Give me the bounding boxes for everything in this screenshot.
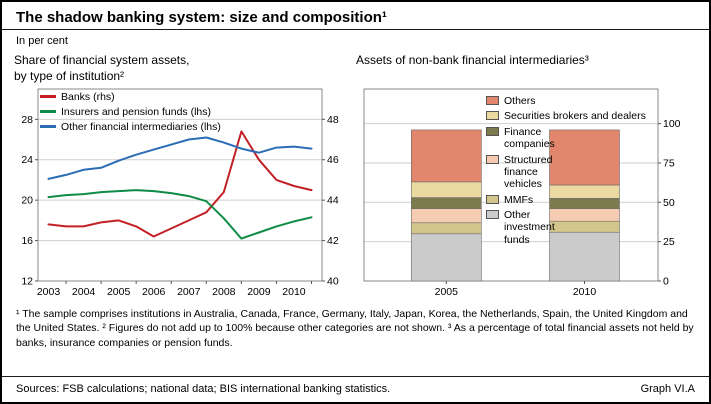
legend-label: Banks (rhs)	[61, 90, 115, 103]
header-rule	[2, 29, 709, 30]
legend-item: Other financial intermediaries (lhs)	[40, 119, 221, 134]
legend-item: Others	[486, 95, 646, 107]
footer-block: Sources: FSB calculations; national data…	[2, 376, 709, 402]
legend-item: Structured finance vehicles	[486, 154, 646, 191]
legend-swatch	[486, 126, 499, 136]
svg-text:50: 50	[663, 197, 675, 209]
svg-text:2004: 2004	[72, 286, 96, 298]
line-chart-svg: 12 16 20 24 28 40 42 44 46 48 2003 2004 2005 2006 2007…	[21, 88, 339, 298]
header: The shadow banking system: size and comp…	[2, 2, 709, 29]
svg-text:48: 48	[327, 114, 339, 126]
legend-item: Insurers and pension funds (lhs)	[40, 104, 221, 119]
legend-item: Finance companies	[486, 126, 646, 151]
svg-text:24: 24	[21, 154, 33, 166]
svg-text:28: 28	[21, 114, 33, 126]
legend-item: Securities brokers and dealers	[486, 110, 646, 122]
legend-label: Securities brokers and dealers	[504, 110, 646, 123]
svg-text:16: 16	[21, 235, 33, 247]
svg-text:40: 40	[327, 276, 339, 288]
left-panel-title: Share of financial system assets, by typ…	[14, 53, 190, 83]
footnotes: ¹ The sample comprises institutions in A…	[16, 308, 694, 349]
right-panel-title: Assets of non-bank financial intermediar…	[356, 53, 589, 67]
legend-label: MMFs	[504, 193, 534, 206]
legend-item: Other investment funds	[486, 209, 646, 246]
legend-label: Structured finance vehicles	[504, 153, 553, 191]
svg-text:2008: 2008	[212, 286, 236, 298]
svg-text:2007: 2007	[177, 286, 201, 298]
legend-label: Other investment funds	[504, 209, 555, 246]
svg-text:2009: 2009	[247, 286, 271, 298]
footer: Sources: FSB calculations; national data…	[2, 377, 709, 402]
legend-label: Finance companies	[504, 125, 555, 151]
svg-text:2010: 2010	[573, 286, 597, 298]
charts-row: Share of financial system assets, by typ…	[2, 49, 709, 299]
svg-text:42: 42	[327, 235, 339, 247]
svg-text:2003: 2003	[37, 286, 61, 298]
svg-text:2005: 2005	[107, 286, 131, 298]
legend-swatch	[486, 96, 499, 105]
legend-swatch	[486, 111, 499, 121]
svg-text:0: 0	[663, 276, 669, 288]
legend-label: Insurers and pension funds (lhs)	[61, 105, 211, 118]
svg-text:2005: 2005	[435, 286, 459, 298]
legend-label: Others	[504, 95, 536, 107]
svg-text:20: 20	[21, 195, 33, 207]
legend-label: Other financial intermediaries (lhs)	[61, 120, 221, 133]
legend-item: Banks (rhs)	[40, 89, 221, 104]
legend-item: MMFs	[486, 194, 646, 206]
bar-chart-svg: 2005 2010 0 25 50 75 100	[363, 88, 681, 298]
svg-text:75: 75	[663, 157, 675, 169]
legend-swatch	[40, 110, 56, 113]
svg-text:12: 12	[21, 276, 33, 288]
right-panel: Assets of non-bank financial intermediar…	[356, 53, 692, 299]
svg-text:2010: 2010	[282, 286, 306, 298]
left-panel: Share of financial system assets, by typ…	[14, 53, 350, 299]
svg-text:44: 44	[327, 195, 339, 207]
page-title: The shadow banking system: size and comp…	[16, 9, 387, 26]
legend-swatch	[40, 125, 56, 128]
legend-swatch	[486, 210, 499, 219]
svg-text:25: 25	[663, 236, 675, 248]
svg-text:100: 100	[663, 118, 681, 130]
sources-text: Sources: FSB calculations; national data…	[16, 383, 391, 395]
legend-swatch	[486, 194, 499, 204]
bar-chart-legend: Others Securities brokers and dealers Fina…	[486, 95, 646, 249]
svg-text:46: 46	[327, 154, 339, 166]
line-chart: 12 16 20 24 28 40 42 44 46 48 2003 2004 2005 2006 2007…	[14, 87, 350, 299]
units-label: In per cent	[16, 35, 68, 47]
footer-rule	[2, 376, 709, 377]
legend-swatch	[40, 95, 56, 98]
svg-text:2006: 2006	[142, 286, 166, 298]
legend-swatch	[486, 154, 499, 164]
bar-chart: 2005 2010 0 25 50 75 100 Others Securities brok…	[356, 87, 692, 299]
graph-label: Graph VI.A	[640, 383, 695, 395]
line-chart-legend: Banks (rhs) Insurers and pension funds (l…	[40, 89, 221, 134]
